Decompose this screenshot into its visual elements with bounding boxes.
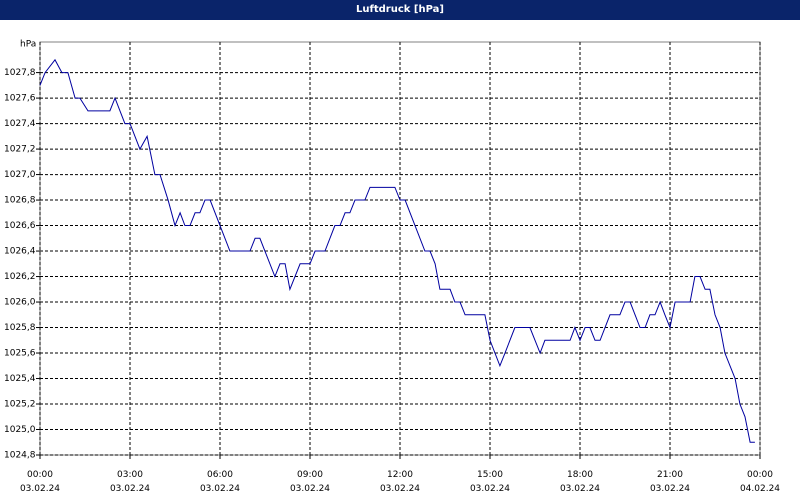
y-tick-label: 1026,8 xyxy=(4,196,36,206)
y-tick-label: 1026,6 xyxy=(4,221,36,231)
x-tick-label: 21:00 03.02.24 xyxy=(649,470,691,494)
y-tick-label: 1025,0 xyxy=(4,425,36,435)
y-tick-label: 1027,8 xyxy=(4,68,36,78)
y-tick-label: 1026,2 xyxy=(4,272,36,282)
data-line xyxy=(39,58,755,443)
y-tick-label: 1025,6 xyxy=(4,349,36,359)
y-tick-label: 1026,0 xyxy=(4,298,36,308)
y-tick-label: 1024,8 xyxy=(4,451,36,461)
y-tick-label: 1026,4 xyxy=(4,247,36,257)
chart-title: Luftdruck [hPa] xyxy=(0,0,800,20)
y-tick-label: 1027,4 xyxy=(4,119,36,129)
x-tick-label: 15:00 03.02.24 xyxy=(469,470,511,494)
x-tick-label: 00:00 03.02.24 xyxy=(19,470,61,494)
y-unit-label: hPa xyxy=(20,40,36,50)
y-tick-label: 1027,0 xyxy=(4,170,36,180)
x-tick-label: 18:00 03.02.24 xyxy=(559,470,601,494)
x-tick-label: 06:00 03.02.24 xyxy=(199,470,241,494)
x-tick-label: 00:00 04.02.24 xyxy=(739,470,781,494)
x-tick-label: 12:00 03.02.24 xyxy=(379,470,421,494)
y-tick-label: 1027,6 xyxy=(4,94,36,104)
y-tick-label: 1025,2 xyxy=(4,400,36,410)
x-tick-label: 03:00 03.02.24 xyxy=(109,470,151,494)
y-tick-label: 1027,2 xyxy=(4,145,36,155)
y-tick-label: 1025,4 xyxy=(4,374,36,384)
y-tick-label: 1025,8 xyxy=(4,323,36,333)
x-tick-label: 09:00 03.02.24 xyxy=(289,470,331,494)
